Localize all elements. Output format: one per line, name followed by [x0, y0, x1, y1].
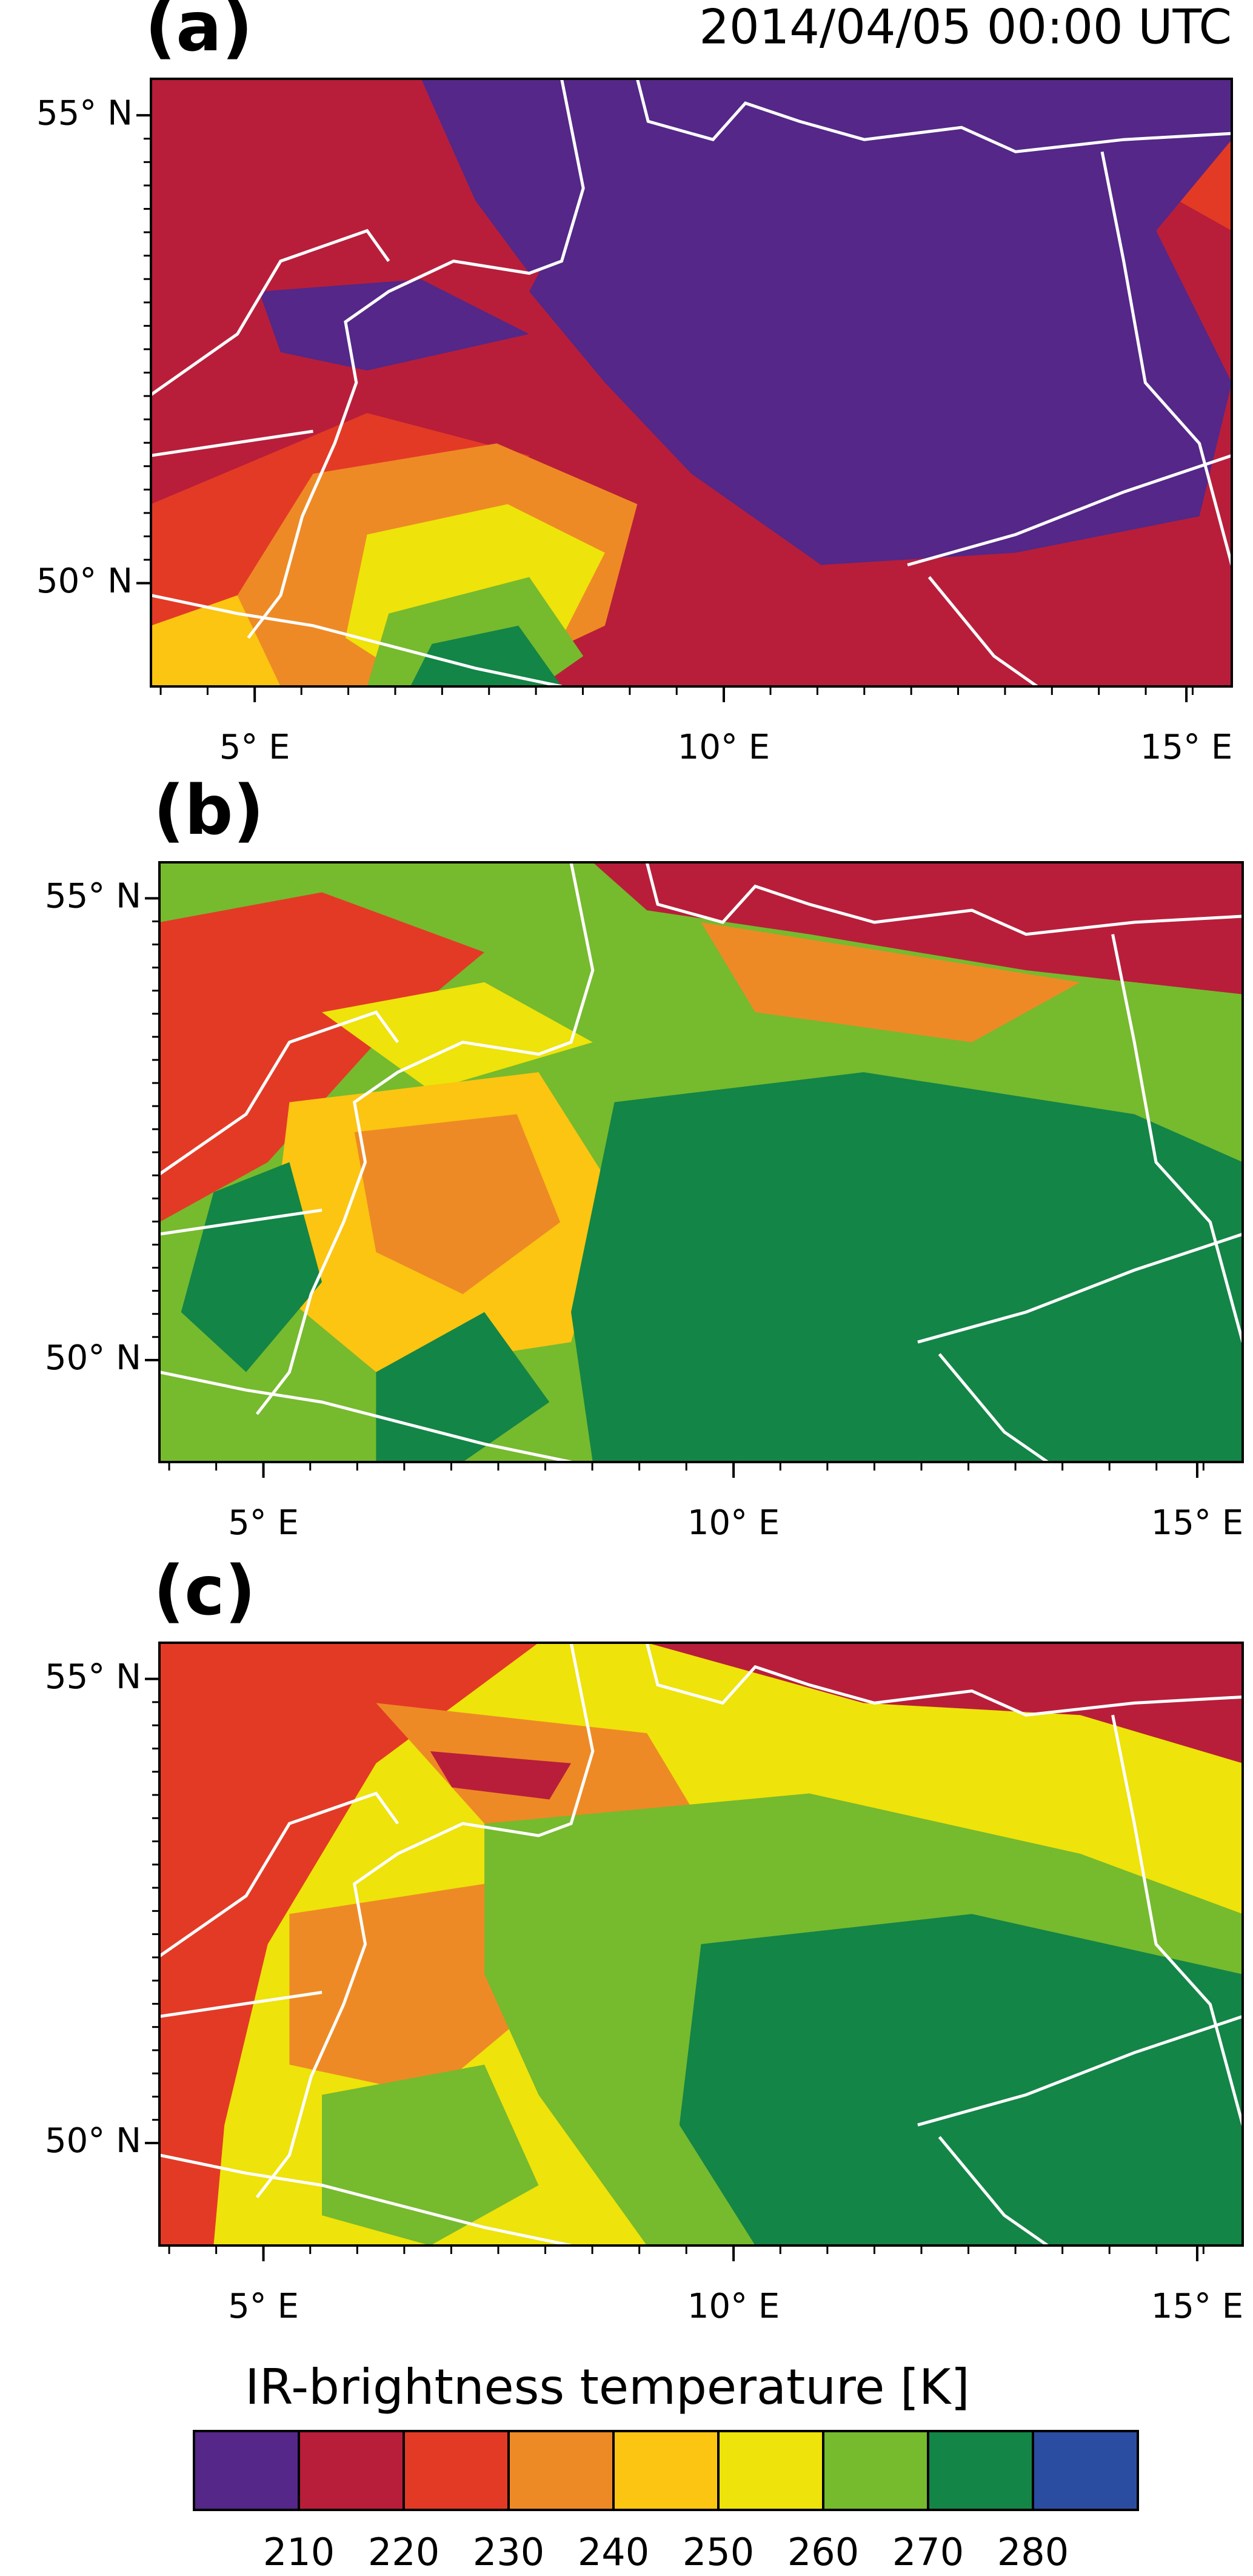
lat-label: 55° N [36, 93, 133, 133]
temperature-region [647, 1643, 1243, 1763]
colorbar-swatch [403, 2430, 510, 2511]
colorbar-label: 240 [578, 2530, 649, 2574]
lat-label: 50° N [45, 2121, 141, 2161]
temperature-region [322, 982, 593, 1090]
map-frame [150, 78, 1233, 688]
colorbar-label: 220 [368, 2530, 439, 2574]
lon-label: 15° E [1151, 1503, 1243, 1543]
temperature-region [571, 1072, 1243, 1462]
colorbar-swatch [612, 2430, 720, 2511]
coastline [159, 862, 1243, 1462]
lat-label: 55° N [45, 876, 141, 916]
map [159, 862, 1243, 1462]
coastline [151, 79, 1232, 686]
map-frame [158, 861, 1244, 1463]
panel-label: (b) [153, 771, 264, 850]
temperature-region [529, 79, 1232, 565]
temperature-region [259, 279, 530, 371]
lon-label: 10° E [678, 728, 770, 767]
colorbar-swatch [193, 2430, 300, 2511]
colorbar-label: 230 [473, 2530, 544, 2574]
colorbar-label: 280 [997, 2530, 1069, 2574]
temperature-region [159, 1643, 539, 2246]
temperature-region [354, 1114, 561, 1295]
colorbar-swatch [822, 2430, 929, 2511]
panel-label: (c) [153, 1552, 256, 1631]
colorbar-swatch [1032, 2430, 1139, 2511]
colorbar-label: 260 [787, 2530, 859, 2574]
lat-label: 50° N [36, 562, 133, 601]
colorbar-label: 270 [892, 2530, 964, 2574]
lat-label: 55° N [45, 1657, 141, 1697]
temperature-region [376, 1312, 550, 1462]
lon-label: 5° E [228, 1503, 299, 1543]
lon-label: 10° E [687, 1503, 780, 1543]
colorbar-swatch [507, 2430, 615, 2511]
colorbar-swatch [927, 2430, 1034, 2511]
colorbar-swatch [298, 2430, 405, 2511]
lon-label: 15° E [1151, 2287, 1243, 2326]
lon-label: 10° E [687, 2287, 780, 2326]
lon-label: 15° E [1140, 728, 1232, 767]
coastline [159, 1643, 1243, 2246]
temperature-region [701, 922, 1080, 1042]
map [159, 1643, 1243, 2246]
colorbar-label: 210 [263, 2530, 335, 2574]
temperature-region [410, 625, 562, 686]
colorbar-label: 250 [683, 2530, 754, 2574]
temperature-region [430, 1751, 572, 1800]
lat-label: 50° N [45, 1338, 141, 1378]
colorbar-title: IR-brightness temperature [K] [245, 2359, 969, 2415]
map [151, 79, 1232, 686]
timestamp: 2014/04/05 00:00 UTC [699, 0, 1232, 55]
temperature-region [159, 892, 485, 1223]
colorbar-swatch [717, 2430, 824, 2511]
temperature-region [592, 862, 1243, 995]
panel-label: (a) [145, 0, 253, 67]
temperature-region [679, 1914, 1243, 2246]
lon-label: 5° E [219, 728, 290, 767]
map-frame [158, 1642, 1244, 2247]
temperature-region [289, 1883, 539, 2095]
lon-label: 5° E [228, 2287, 299, 2326]
temperature-region [151, 595, 281, 686]
